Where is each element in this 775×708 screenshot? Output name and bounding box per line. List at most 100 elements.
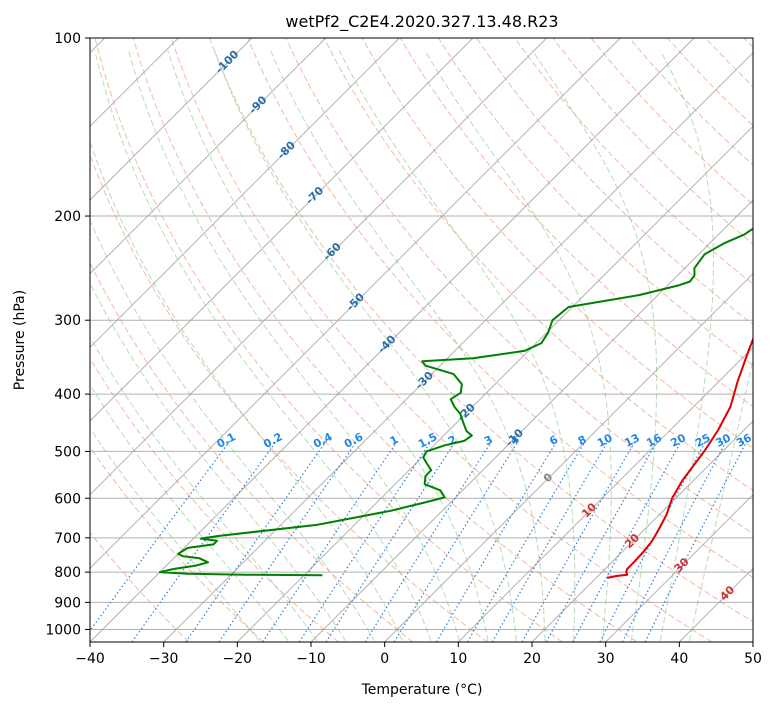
dry-adiabat [90,357,339,642]
y-tick-label: 300 [54,313,81,329]
isotherm [90,38,253,201]
dewpoint-series [158,227,753,577]
dry-adiabat [94,38,563,642]
x-tick-label: 50 [744,651,762,667]
mixing-ratio-label: 13 [622,431,642,450]
mixing-ratio-label: 10 [595,431,615,450]
temperature-series [606,336,753,579]
dry-adiabat [90,446,264,642]
isotherm [678,567,753,642]
moist-adiabat [213,50,517,641]
moist-adiabat [338,50,576,641]
isotherm [90,38,548,496]
mixing-ratio-line [90,440,231,632]
isotherm [605,493,753,642]
mixing-ratio-line [491,440,609,642]
mixing-ratio-label: 3 [482,433,495,448]
y-tick-label: 100 [54,31,81,47]
mixing-ratio-line [644,440,748,642]
mixing-ratio-line [298,440,432,642]
moist-adiabat [94,50,432,641]
background-labels: 0.1 0.2 0.4 0.6 1 1.5 2 3 4 6 8 10 13 16 20 25 30 36-100-… [213,48,754,604]
mixing-ratio-line [545,440,658,642]
x-tick-label: 30 [597,651,615,667]
isotherm [236,125,753,642]
isotherm [384,272,753,642]
isotherm-label: 40 [717,583,737,603]
moist-adiabat [688,356,753,641]
mixing-ratio-line [325,440,457,642]
y-tick-label: 1000 [45,622,81,638]
x-tick-label: 0 [380,651,389,667]
moist-adiabat [531,50,658,641]
mixing-ratio-line [364,440,493,642]
isotherm-label: -100 [213,48,242,77]
y-tick-label: 600 [54,491,81,507]
x-tick-label: −20 [223,651,253,667]
y-tick-label: 400 [54,387,81,403]
x-tick-label: −30 [149,651,179,667]
mixing-ratio-label: 0.6 [342,430,366,451]
isotherm [531,420,753,642]
x-tick-label: −10 [296,651,326,667]
dry-adiabat [667,38,753,127]
mixing-ratio-label: 0.2 [261,430,284,451]
dry-adiabat [476,38,753,326]
y-tick-label: 800 [54,565,81,581]
dry-adiabat [90,531,190,642]
moist-adiabat [167,50,489,641]
x-axis-label: Temperature (°C) [361,682,483,698]
dry-adiabat [209,38,753,623]
mixing-ratio-line [466,440,587,642]
mixing-ratio-line [185,440,327,642]
isotherm-label: -30 [413,369,436,392]
moist-adiabat [90,427,260,642]
mixing-ratio-label: 16 [644,431,664,450]
moist-adiabat [90,383,289,642]
dry-adiabat [552,38,753,245]
isotherm [90,38,621,570]
isotherm [163,51,753,642]
x-axis: −40 −30 −20 −10 0 10 20 30 40 50 [75,642,762,667]
dry-adiabat [90,261,414,642]
dry-adiabat [590,38,753,206]
moist-adiabat [659,50,714,641]
moist-adiabat [90,218,375,642]
plot-frame [89,37,754,643]
x-tick-label: −40 [75,651,105,667]
mixing-ratio-line [521,440,636,642]
y-tick-label: 200 [54,209,81,225]
mixing-ratio-line [393,440,519,642]
isotherm [90,38,474,422]
isotherm [90,38,327,275]
mixing-ratio-line [262,440,399,642]
mixing-ratio-line [131,440,278,642]
isotherm-label: 10 [579,500,599,520]
plot-area: 0.1 0.2 0.4 0.6 1 1.5 2 3 4 6 8 10 13 16 20 25 30 36-100-… [90,38,754,642]
isotherm [752,641,753,642]
mixing-ratio-line [435,440,558,642]
mixing-ratio-label: 0.1 [215,430,238,451]
moist-adiabat [128,50,460,641]
y-axis: 100 200 300 400 500 600 700 800 900 1000 [45,31,90,638]
isotherm-label: -40 [375,332,398,355]
x-tick-label: 20 [523,651,541,667]
dry-adiabat [437,38,753,366]
dry-adiabat [514,38,753,285]
isotherm [90,38,695,642]
moist-adiabat [90,139,403,641]
mixing-ratio-label: 36 [734,431,754,450]
isotherm-label: 20 [622,531,642,551]
y-axis-label: Pressure (hPa) [12,290,28,390]
y-tick-label: 900 [54,595,81,611]
moist-adiabat [90,282,347,642]
dry-adiabat [90,153,488,642]
x-tick-label: 10 [449,651,467,667]
dry-adiabat [705,38,753,88]
series-layer [158,227,753,579]
dry-adiabat [399,38,753,408]
mixing-ratio-label: 25 [693,431,713,450]
isotherm [457,346,753,642]
isotherm [310,199,753,642]
